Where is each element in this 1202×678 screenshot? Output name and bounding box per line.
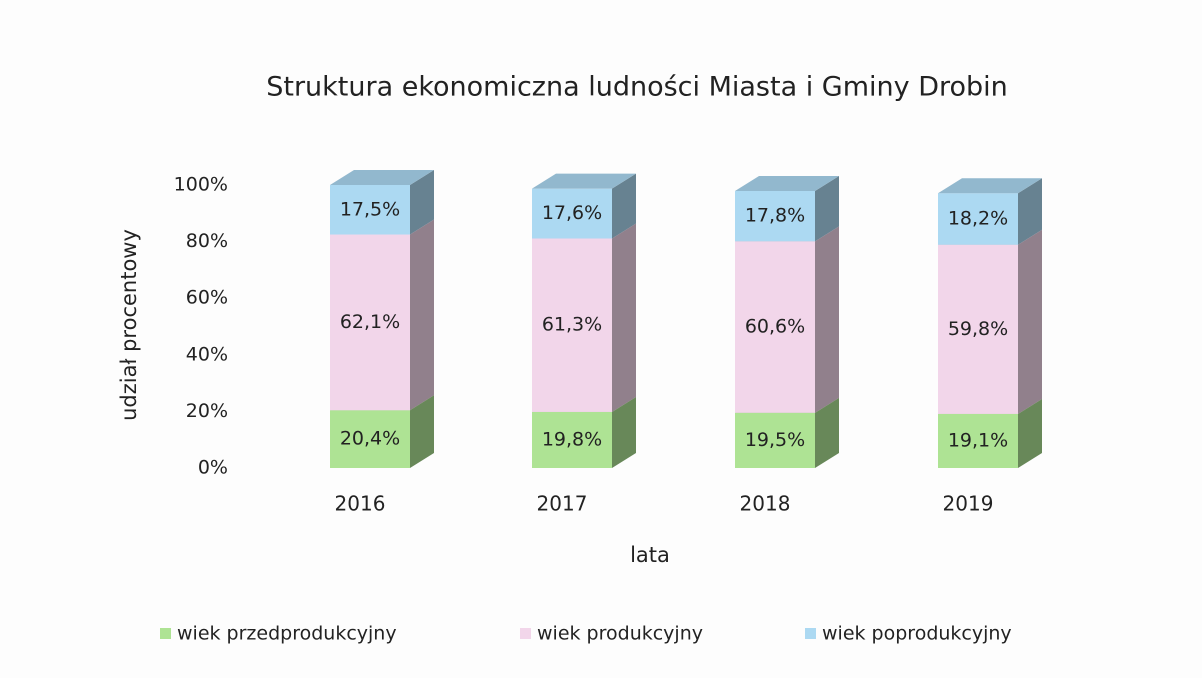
bar-segment [938, 193, 1018, 245]
bar-side [410, 395, 434, 468]
bar-top [938, 178, 1042, 194]
data-label: 19,8% [542, 428, 602, 450]
bar-side [1018, 178, 1042, 245]
x-tick-label: 2016 [335, 492, 386, 516]
data-label: 19,5% [745, 429, 805, 451]
bar-side [815, 397, 839, 468]
bar-segment [735, 190, 815, 242]
y-tick-label: 20% [186, 400, 228, 422]
bar-top [735, 175, 839, 191]
bar-segment [330, 410, 410, 468]
y-tick-label: 80% [186, 230, 228, 252]
bar-segment [532, 238, 612, 412]
bar-segment [330, 185, 410, 235]
data-label: 17,6% [542, 202, 602, 224]
data-label: 20,4% [340, 428, 400, 450]
x-tick-label: 2018 [740, 492, 791, 516]
bar-side [612, 396, 636, 468]
data-label: 19,1% [948, 429, 1008, 451]
bar-side [815, 175, 839, 242]
legend-label: wiek produkcyjny [537, 623, 703, 645]
bar-segment [938, 413, 1018, 468]
y-tick-label: 100% [174, 174, 228, 196]
bar-side [410, 219, 434, 411]
bar-segment [532, 188, 612, 239]
y-tick-label: 60% [186, 287, 228, 309]
bar-top [330, 170, 434, 185]
bar-side [1018, 229, 1042, 414]
data-label: 59,8% [948, 318, 1008, 340]
data-label: 17,5% [340, 198, 400, 220]
bar-side [612, 223, 636, 412]
bar-side [1018, 398, 1042, 468]
y-tick-label: 40% [186, 343, 228, 365]
bar-segment [938, 244, 1018, 414]
chart-title: Struktura ekonomiczna ludności Miasta i … [266, 72, 1008, 103]
bar-segment [532, 411, 612, 468]
y-axis-title: udział procentowy [117, 229, 141, 421]
data-label: 18,2% [948, 207, 1008, 229]
legend-swatch [520, 628, 531, 639]
bar-side [410, 170, 434, 235]
data-label: 61,3% [542, 314, 602, 336]
bar-segment [735, 412, 815, 468]
bar-side [815, 226, 839, 413]
data-label: 17,8% [745, 205, 805, 227]
x-axis-title: lata [630, 543, 670, 567]
bar-side [612, 173, 636, 239]
x-tick-label: 2017 [537, 492, 588, 516]
data-label: 60,6% [745, 316, 805, 338]
legend-label: wiek przedprodukcyjny [177, 623, 397, 645]
legend-swatch [160, 628, 171, 639]
legend-swatch [805, 628, 816, 639]
bar-segment [330, 234, 410, 411]
x-tick-label: 2019 [943, 492, 994, 516]
data-label: 62,1% [340, 311, 400, 333]
bar-top [532, 173, 636, 189]
bar-segment [735, 241, 815, 413]
y-tick-label: 0% [198, 457, 228, 479]
legend-label: wiek poprodukcyjny [822, 623, 1012, 645]
